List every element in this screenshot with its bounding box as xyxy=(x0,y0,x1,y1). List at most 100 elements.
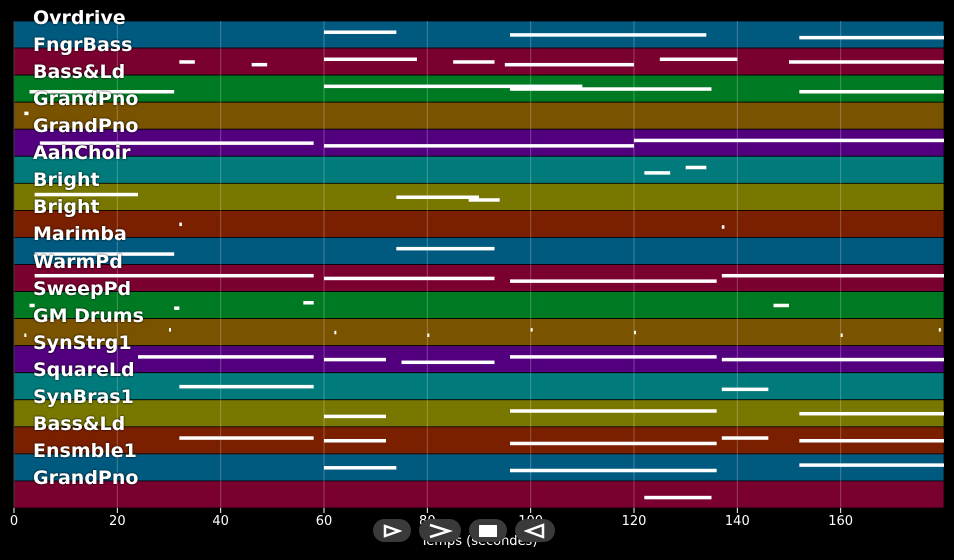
note-cluster xyxy=(938,328,941,332)
track-label: Marimba xyxy=(33,223,127,246)
track-label: Bright xyxy=(33,169,100,192)
note-cluster xyxy=(396,195,479,200)
note-cluster xyxy=(510,409,717,413)
note-cluster xyxy=(174,306,180,310)
note-cluster xyxy=(510,468,717,473)
track-row xyxy=(13,453,945,482)
track-row xyxy=(13,372,945,401)
note-cluster xyxy=(453,60,495,64)
note-cluster xyxy=(644,495,712,500)
track-label: SweepPd xyxy=(33,277,132,300)
track-row xyxy=(13,480,945,509)
note-cluster xyxy=(396,246,495,251)
track-row xyxy=(13,291,945,320)
x-tick-label: 140 xyxy=(724,514,750,529)
note-cluster xyxy=(504,62,634,67)
track-label: Ovrdrive xyxy=(33,7,126,29)
note-cluster xyxy=(179,384,314,389)
note-cluster xyxy=(34,252,175,256)
note-cluster xyxy=(799,439,944,443)
note-cluster xyxy=(324,276,495,281)
track-row xyxy=(13,399,945,428)
note-cluster xyxy=(34,273,314,278)
note-cluster xyxy=(324,466,397,470)
track-label: SquareLd xyxy=(33,358,135,381)
track-row xyxy=(13,209,945,238)
x-tick-label: 20 xyxy=(109,514,126,529)
stop-button[interactable] xyxy=(469,519,507,542)
note-cluster xyxy=(530,328,533,332)
note-cluster xyxy=(799,463,944,467)
note-cluster xyxy=(401,360,495,365)
track-label: SynStrg1 xyxy=(33,331,132,354)
note-cluster xyxy=(324,30,397,34)
note-cluster xyxy=(179,60,195,64)
track-label: GM Drums xyxy=(33,304,144,327)
note-cluster xyxy=(39,141,314,145)
note-cluster xyxy=(721,357,944,362)
note-cluster xyxy=(24,111,29,116)
note-cluster xyxy=(179,222,182,227)
track-row xyxy=(13,318,945,347)
track-row xyxy=(13,237,945,265)
note-cluster xyxy=(324,357,386,362)
track-label: AahChoir xyxy=(33,142,131,165)
note-cluster xyxy=(634,138,944,143)
note-cluster xyxy=(138,355,314,359)
note-cluster xyxy=(659,57,738,62)
note-cluster xyxy=(510,87,712,91)
rewind-button[interactable] xyxy=(515,519,555,542)
stop-icon xyxy=(479,524,497,537)
note-cluster xyxy=(721,225,725,229)
track-row xyxy=(13,20,945,49)
x-tick-label: 0 xyxy=(9,514,19,529)
track-label: Bright xyxy=(33,196,100,219)
note-cluster xyxy=(685,165,707,170)
track-row xyxy=(13,155,945,184)
note-cluster xyxy=(721,273,944,278)
note-cluster xyxy=(510,279,717,283)
note-cluster xyxy=(644,171,671,175)
track-label: Bass&Ld xyxy=(33,412,126,435)
track-row xyxy=(13,101,945,130)
play-icon xyxy=(383,523,402,538)
note-cluster xyxy=(169,328,171,332)
note-cluster xyxy=(773,303,789,308)
x-tick-label: 160 xyxy=(828,514,854,529)
note-cluster xyxy=(251,62,268,67)
note-cluster xyxy=(29,303,35,308)
track-label: WarmPd xyxy=(33,250,123,273)
track-label: FngrBass xyxy=(33,34,133,57)
note-cluster xyxy=(799,89,944,94)
note-cluster xyxy=(840,333,843,337)
fast-forward-button[interactable] xyxy=(419,519,461,542)
note-cluster xyxy=(721,436,769,440)
note-cluster xyxy=(468,198,500,202)
fast-forward-icon xyxy=(429,523,453,538)
play-button[interactable] xyxy=(373,519,411,542)
note-cluster xyxy=(789,60,944,64)
note-cluster xyxy=(324,144,634,148)
note-cluster xyxy=(303,301,314,305)
note-cluster xyxy=(324,439,386,443)
note-cluster xyxy=(510,355,717,359)
note-cluster xyxy=(334,330,337,335)
track-label: Bass&Ld xyxy=(33,61,126,84)
note-cluster xyxy=(29,89,175,94)
note-cluster xyxy=(324,57,417,62)
note-cluster xyxy=(799,35,944,40)
note-cluster xyxy=(324,414,386,419)
note-cluster xyxy=(799,411,944,416)
note-cluster xyxy=(721,387,769,392)
x-tick-label: 120 xyxy=(621,514,647,529)
note-cluster xyxy=(427,333,430,337)
note-cluster xyxy=(24,333,27,337)
track-label: SynBras1 xyxy=(33,385,134,408)
track-label: GrandPno xyxy=(33,88,139,111)
x-tick-label: 40 xyxy=(212,514,229,529)
note-cluster xyxy=(324,84,583,89)
note-cluster xyxy=(634,330,636,335)
note-cluster xyxy=(179,436,314,440)
x-tick-label: 60 xyxy=(315,514,333,529)
